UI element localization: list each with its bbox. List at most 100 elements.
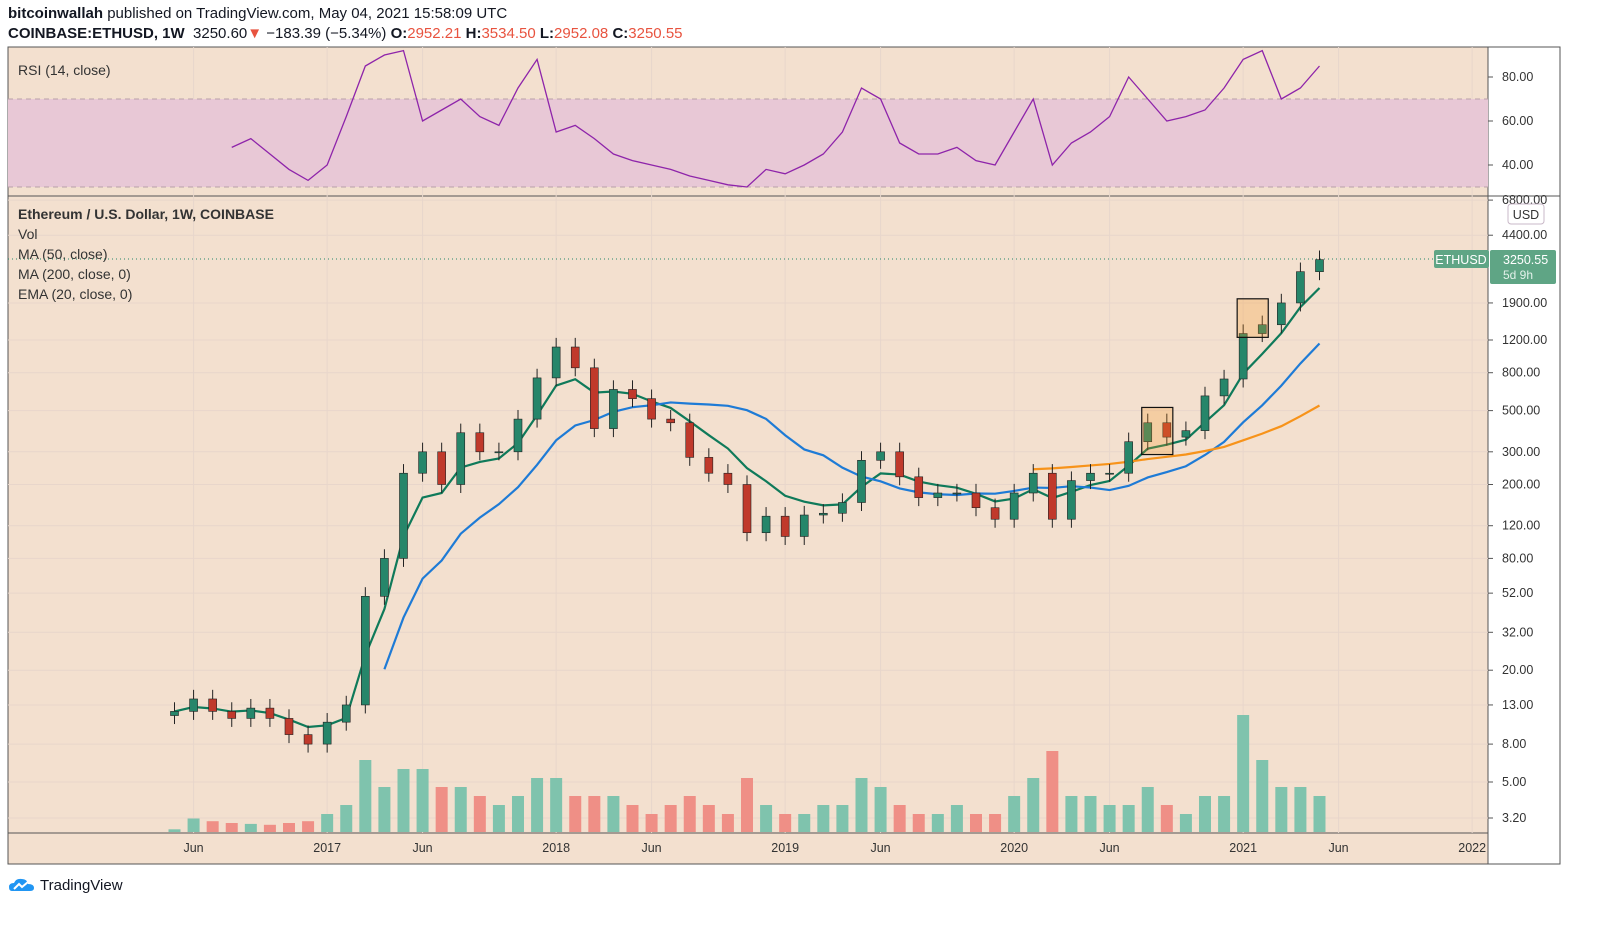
currency-badge[interactable] xyxy=(1507,203,1545,225)
candle-body xyxy=(799,514,809,537)
time-tick-label: 2022 xyxy=(1458,841,1486,855)
symbol-tag-text: ETHUSD xyxy=(1435,253,1486,267)
chart-frame xyxy=(7,46,1561,865)
symbol-price-tag xyxy=(1434,250,1489,268)
main-legend-title[interactable]: Ethereum / U.S. Dollar, 1W, COINBASE xyxy=(18,206,274,222)
price-tick-label: 5.00 xyxy=(1502,775,1526,789)
candle-body xyxy=(1124,441,1133,474)
symbol: COINBASE:ETHUSD, 1W xyxy=(8,25,185,42)
legend-ma50[interactable]: MA (50, close) xyxy=(18,246,107,262)
candle-body xyxy=(666,418,675,424)
volume-bar xyxy=(416,769,429,832)
candle-body xyxy=(418,451,427,474)
author[interactable]: bitcoinwallah xyxy=(8,5,104,22)
last-price-tag xyxy=(1490,250,1556,284)
tradingview-logo[interactable]: TradingView xyxy=(8,876,123,894)
candle-body xyxy=(1067,480,1076,520)
price-tick-label: 200.00 xyxy=(1502,478,1540,492)
volume-bar xyxy=(645,814,658,832)
volume-bar xyxy=(798,814,811,832)
volume-bar xyxy=(836,805,849,832)
volume-bar xyxy=(302,821,315,832)
volume-bar xyxy=(950,805,963,832)
volume-bar xyxy=(359,760,372,832)
volume-bar xyxy=(664,805,677,832)
candle-body xyxy=(876,451,885,461)
price-tick-label: 300.00 xyxy=(1502,445,1540,459)
candle-body xyxy=(189,698,198,712)
legend-ma200[interactable]: MA (200, close, 0) xyxy=(18,266,131,282)
candle-body xyxy=(971,492,981,509)
candle-body xyxy=(952,492,962,495)
volume-bar xyxy=(931,814,944,832)
price-tick-label: 20.00 xyxy=(1502,663,1533,677)
volume-bar xyxy=(569,796,582,832)
volume-bar xyxy=(817,805,830,832)
volume-bar xyxy=(1179,814,1192,832)
candle-body xyxy=(1257,324,1267,334)
volume-bar xyxy=(1294,787,1307,832)
cloud-logo-icon xyxy=(9,878,34,891)
o-label: O: xyxy=(390,25,408,42)
candle-body xyxy=(1238,333,1248,380)
price-tick-label: 4400.00 xyxy=(1502,228,1547,242)
price-tick-label: 13.00 xyxy=(1502,698,1533,712)
candle-body xyxy=(246,707,256,719)
volume-bar xyxy=(893,805,906,832)
time-tick-label: 2020 xyxy=(1000,841,1028,855)
candle-body xyxy=(208,698,217,712)
volume-bar xyxy=(1084,796,1097,832)
rsi-legend[interactable]: RSI (14, close) xyxy=(18,62,111,78)
time-tick-label: 2021 xyxy=(1229,841,1257,855)
candle-body xyxy=(742,484,752,534)
ma200-line xyxy=(1033,404,1321,471)
volume-bar xyxy=(969,814,982,832)
candle-body xyxy=(895,451,904,478)
volume-bar xyxy=(168,829,181,832)
candle-body xyxy=(838,502,847,514)
volume-bar xyxy=(740,778,753,832)
price-tick-label: 80.00 xyxy=(1502,551,1533,565)
rsi-band xyxy=(8,99,1488,187)
candle-body xyxy=(456,432,466,485)
candle-body xyxy=(914,476,924,498)
candle-body xyxy=(341,704,351,723)
volume-bar xyxy=(683,796,696,832)
candle-body xyxy=(685,422,695,458)
candle-body xyxy=(1086,472,1095,481)
last-price-text: 3250.55 xyxy=(1503,253,1548,267)
volume-bar xyxy=(1008,796,1021,832)
price-tick-label: 500.00 xyxy=(1502,404,1540,418)
legend-vol[interactable]: Vol xyxy=(18,226,37,242)
candle-body xyxy=(761,515,771,534)
volume-bar xyxy=(779,814,792,832)
candle-body xyxy=(475,432,485,453)
candle-body xyxy=(590,367,599,429)
h-label: H: xyxy=(465,25,482,42)
candle-body xyxy=(990,507,1000,520)
open-value: 2952.21 xyxy=(407,25,462,42)
candle-body xyxy=(1277,302,1286,326)
candle-body xyxy=(399,472,408,559)
down-arrow-icon: ▼ xyxy=(247,25,263,42)
volume-bar xyxy=(321,814,334,832)
price-tick-label: 3.20 xyxy=(1502,811,1526,825)
volume-bar xyxy=(1313,796,1326,832)
volume-bar xyxy=(1065,796,1078,832)
publish-line: bitcoinwallah published on TradingView.c… xyxy=(8,5,507,22)
candle-body xyxy=(1200,395,1210,431)
legend-ema20[interactable]: EMA (20, close, 0) xyxy=(18,286,132,302)
candle-body xyxy=(227,711,237,719)
price-tick-label: 52.00 xyxy=(1502,586,1533,600)
logo-text: TradingView xyxy=(40,876,123,894)
time-tick-label: 2018 xyxy=(542,841,570,855)
volume-bar xyxy=(588,796,601,832)
low-value: 2952.08 xyxy=(554,25,609,42)
volume-bar xyxy=(473,796,486,832)
candle-body xyxy=(780,515,790,537)
volume-bar xyxy=(206,821,219,832)
time-tick-label: Jun xyxy=(1099,841,1119,855)
volume-bar xyxy=(263,824,276,832)
candle-body xyxy=(1219,378,1229,397)
